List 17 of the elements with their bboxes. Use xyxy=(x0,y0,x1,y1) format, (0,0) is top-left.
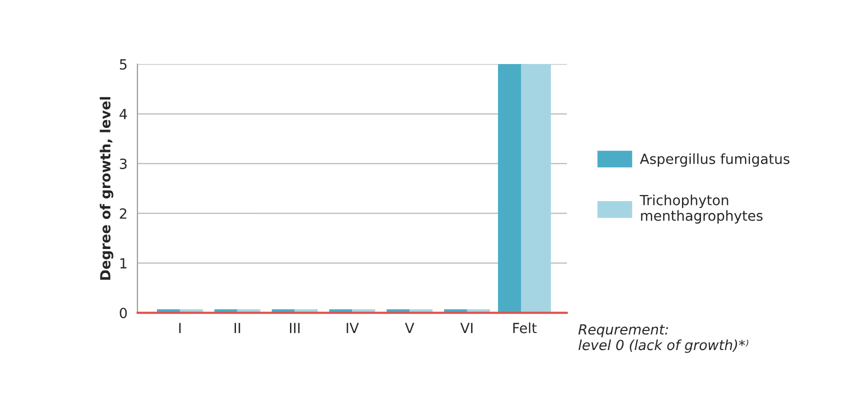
ref-line-label: Requrement: level 0 (lack of growth)*⁾ xyxy=(578,324,748,353)
legend-label: Trichophyton menthagrophytes xyxy=(640,194,763,224)
x-tick-label: V xyxy=(404,322,414,334)
y-tick-label: 1 xyxy=(120,258,126,268)
x-tick-label: II xyxy=(234,322,240,334)
x-tick-label: IV xyxy=(346,322,359,334)
x-tick-label: VI xyxy=(460,322,472,334)
y-tick-label: 3 xyxy=(120,158,127,170)
y-tick-label: 0 xyxy=(120,308,127,318)
x-tick-label: III xyxy=(290,322,300,334)
y-axis-title: Degree of growth, level xyxy=(100,97,114,280)
x-tick-label: I xyxy=(179,322,181,334)
y-tick-label: 2 xyxy=(120,208,126,219)
legend-label: Aspergillus fumigatus xyxy=(640,153,790,167)
x-tick-label: Felt xyxy=(513,322,537,334)
y-tick-label: 5 xyxy=(120,59,127,70)
y-tick-label: 4 xyxy=(120,109,127,120)
